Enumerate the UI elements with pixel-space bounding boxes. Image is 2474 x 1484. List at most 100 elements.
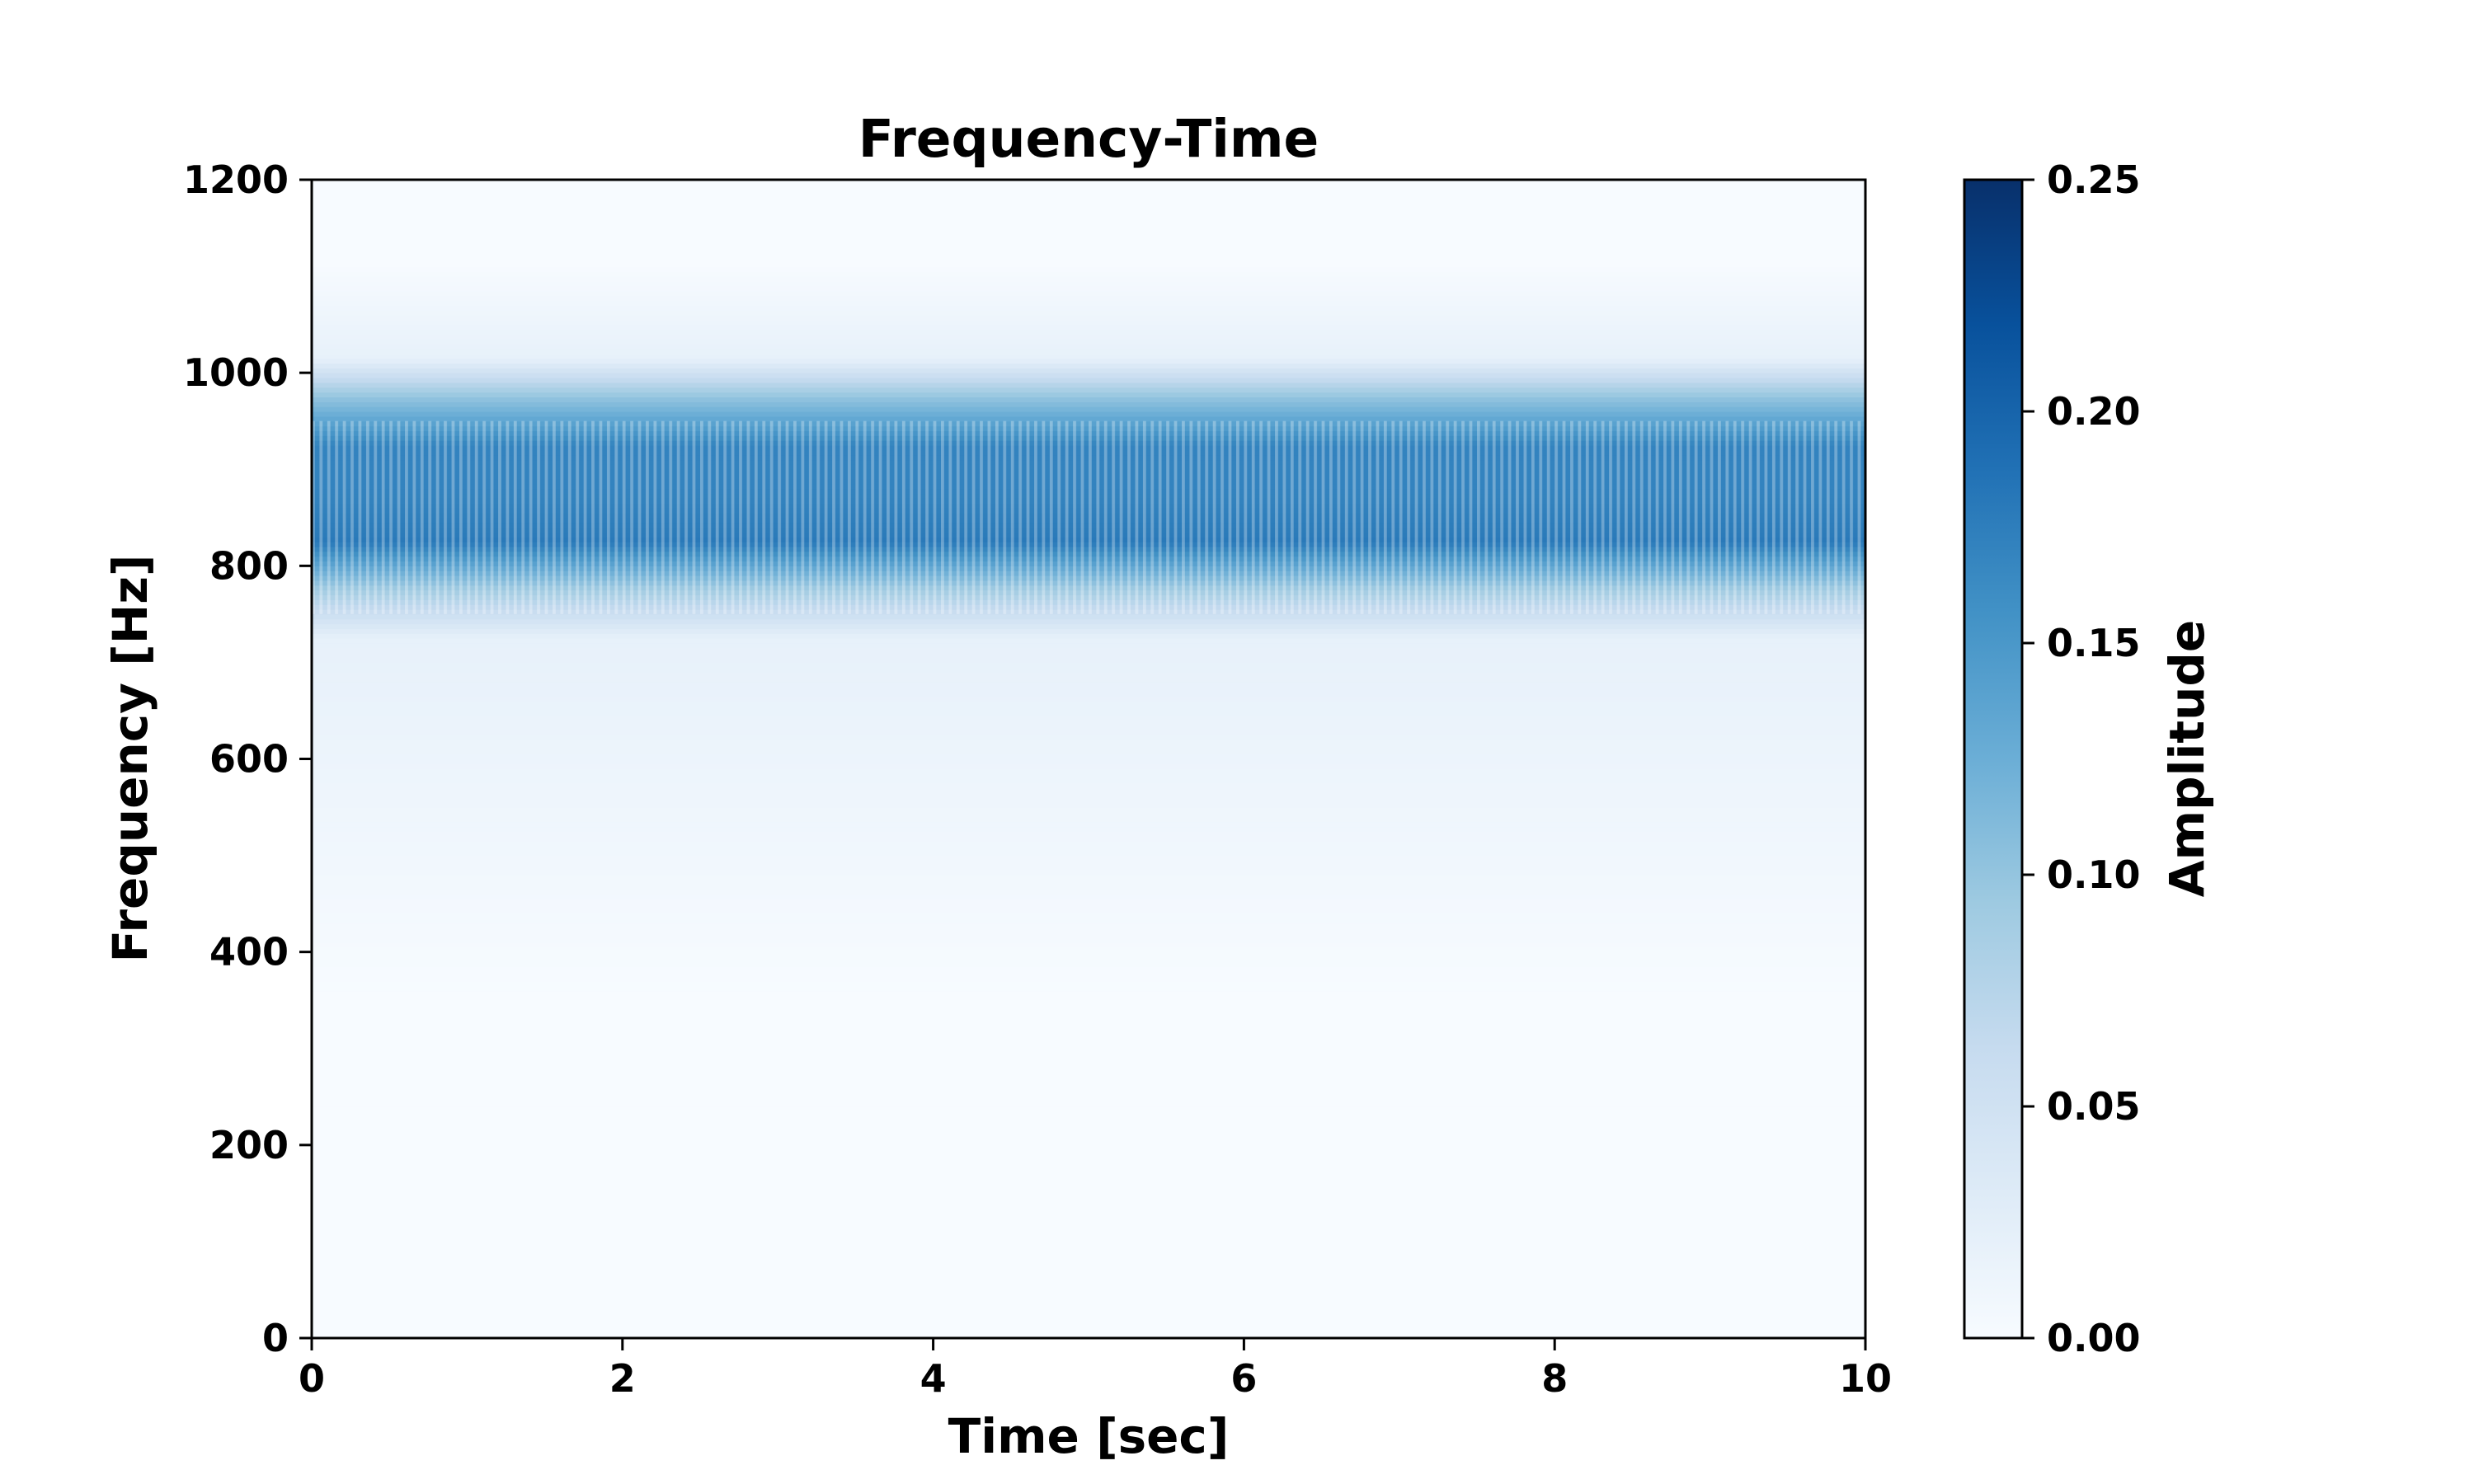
heatmap-cell <box>312 247 1865 253</box>
heatmap-cell <box>312 710 1865 716</box>
heatmap-cell <box>312 228 1865 233</box>
heatmap-cell <box>312 1193 1865 1199</box>
heatmap-cell <box>312 725 1865 730</box>
y-tick-label: 600 <box>209 737 289 782</box>
heatmap-cell <box>312 1333 1865 1339</box>
colorbar-tick-label: 0.25 <box>2047 157 2141 202</box>
heatmap-cell <box>312 826 1865 832</box>
heatmap-cell <box>312 1304 1865 1310</box>
heatmap-cell <box>312 923 1865 928</box>
heatmap-cell <box>312 1043 1865 1050</box>
heatmap-cell <box>312 1164 1865 1170</box>
heatmap-cell <box>312 1014 1865 1021</box>
heatmap-cell <box>312 378 1865 383</box>
heatmap-cell <box>312 1270 1865 1276</box>
heatmap-cell <box>312 1178 1865 1185</box>
heatmap-cell <box>312 908 1865 914</box>
heatmap-cell <box>312 1092 1865 1097</box>
heatmap-cell <box>312 860 1865 866</box>
colorbar-tick-label: 0.15 <box>2047 621 2141 665</box>
heatmap-cell <box>312 1308 1865 1315</box>
heatmap-cell <box>312 946 1865 953</box>
heatmap-cell <box>312 1173 1865 1180</box>
heatmap-cell <box>312 792 1865 798</box>
heatmap-cell <box>312 1198 1865 1204</box>
heatmap-cell <box>312 1183 1865 1190</box>
heatmap-cell <box>312 1073 1865 1078</box>
heatmap-cell <box>312 975 1865 982</box>
heatmap-cell <box>312 831 1865 837</box>
heatmap-cell <box>312 971 1865 977</box>
heatmap-cell <box>312 1203 1865 1209</box>
heatmap-cell <box>312 797 1865 803</box>
heatmap-cell <box>312 647 1865 654</box>
heatmap-cell <box>312 209 1865 214</box>
heatmap-cell <box>312 261 1865 267</box>
heatmap-cell <box>312 638 1865 644</box>
heatmap-cell <box>312 985 1865 992</box>
heatmap-cell <box>312 1101 1865 1107</box>
heatmap-cell <box>312 951 1865 958</box>
heatmap-cell <box>312 686 1865 693</box>
heatmap-cell <box>312 392 1865 398</box>
heatmap-cell <box>312 667 1865 673</box>
heatmap-cell <box>312 961 1865 967</box>
heatmap-cell <box>312 1289 1865 1295</box>
heatmap-cell <box>312 1266 1865 1271</box>
heatmap-cell <box>312 884 1865 890</box>
heatmap-cell <box>312 358 1865 364</box>
y-tick-label: 1200 <box>183 157 289 202</box>
heatmap-cell <box>312 821 1865 828</box>
heatmap-cell <box>312 1139 1865 1146</box>
heatmap-cell <box>312 937 1865 943</box>
heatmap-cell <box>312 730 1865 735</box>
heatmap-cell <box>312 749 1865 755</box>
heatmap-cell <box>312 681 1865 688</box>
heatmap-cell <box>312 754 1865 760</box>
heatmap-cell <box>312 348 1865 355</box>
heatmap-cell <box>312 691 1865 697</box>
y-tick-label: 800 <box>209 543 289 588</box>
heatmap-cell <box>312 180 1865 186</box>
colorbar-tick-label: 0.10 <box>2047 852 2141 897</box>
heatmap-cell <box>312 218 1865 224</box>
time-stripe-overlay <box>312 420 1865 614</box>
heatmap-cell <box>312 1029 1865 1035</box>
heatmap-cell <box>312 368 1865 373</box>
heatmap-cell <box>312 701 1865 707</box>
y-tick-label: 200 <box>209 1123 289 1167</box>
heatmap-cell <box>312 913 1865 919</box>
heatmap-cell <box>312 894 1865 899</box>
colorbar-ticks: 0.00 0.05 0.10 0.15 0.20 0.25 <box>2022 157 2141 1360</box>
heatmap-cell <box>312 1034 1865 1040</box>
colorbar-tick-label: 0.20 <box>2047 389 2141 434</box>
heatmap-cell <box>312 758 1865 764</box>
heatmap-cell <box>312 980 1865 987</box>
heatmap-cell <box>312 782 1865 789</box>
heatmap-cell <box>312 271 1865 277</box>
heatmap-cell <box>312 966 1865 972</box>
heatmap-cell <box>312 194 1865 200</box>
heatmap-cell <box>312 773 1865 779</box>
heatmap-cell <box>312 836 1865 842</box>
plot-area: 0 2 4 6 8 10 0 200 400 600 800 1000 1200 <box>183 157 1892 1401</box>
heatmap-cell <box>312 1275 1865 1281</box>
heatmap-cell <box>312 276 1865 282</box>
heatmap-cell <box>312 1328 1865 1334</box>
heatmap-cell <box>312 1039 1865 1045</box>
heatmap-cell <box>312 199 1865 204</box>
heatmap-cell <box>312 613 1865 620</box>
heatmap-cell <box>312 1232 1865 1237</box>
heatmap-cell <box>312 1097 1865 1102</box>
heatmap-cell <box>312 339 1865 345</box>
heatmap-cell <box>312 1299 1865 1305</box>
heatmap-cell <box>312 1207 1865 1214</box>
heatmap-cell <box>312 875 1865 881</box>
heatmap-cell <box>312 1217 1865 1223</box>
heatmap-cell <box>312 237 1865 243</box>
heatmap-cell <box>312 744 1865 750</box>
heatmap-cell <box>312 904 1865 909</box>
heatmap-cell <box>312 256 1865 263</box>
heatmap-cell <box>312 329 1865 335</box>
